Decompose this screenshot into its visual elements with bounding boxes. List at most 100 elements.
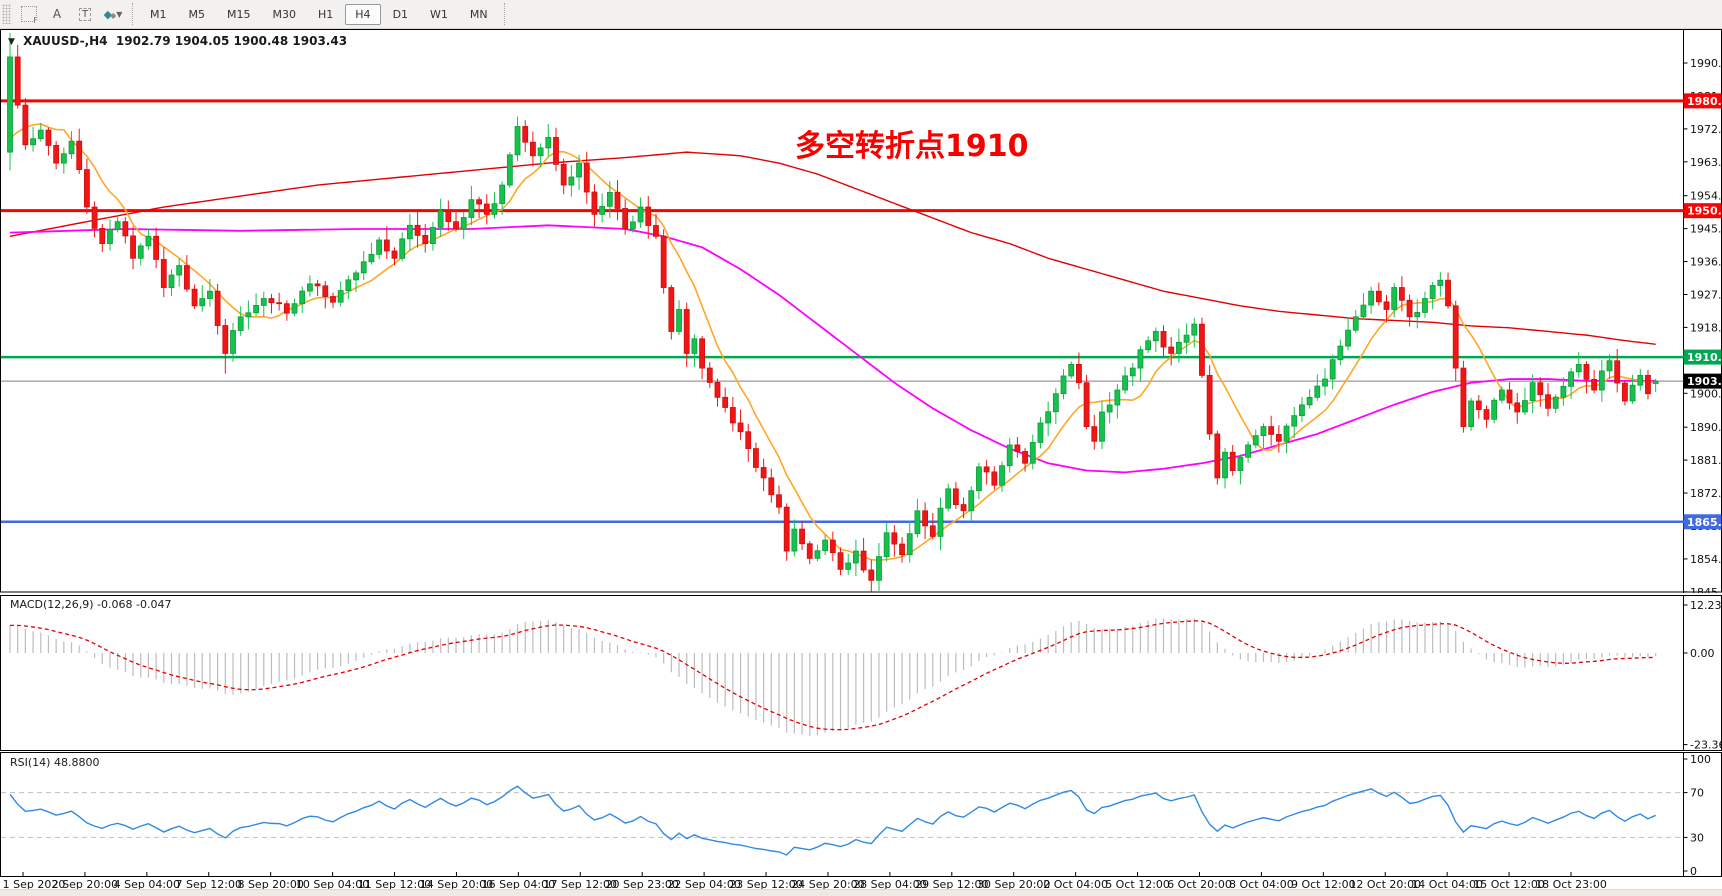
candle [191,288,198,307]
candle [45,129,52,146]
candle [1060,375,1067,395]
candle [376,239,383,255]
svg-text:1900.10: 1900.10 [1690,387,1722,400]
candle [7,56,13,153]
timeframe-button-h1[interactable]: H1 [318,7,334,21]
rsi-label: RSI(14) 48.8800 [10,756,100,769]
toolbar-separator [132,3,134,25]
candle [368,253,375,263]
timeframe-button-d1[interactable]: D1 [392,7,409,21]
candle [1268,426,1275,435]
candle [914,510,921,535]
timeframe-button-m5[interactable]: M5 [188,7,206,21]
candle [1006,444,1013,467]
candle [268,298,275,304]
shapes-icon[interactable]: ◆◆ ▼ [103,7,123,21]
time-tick-label: 9 Oct 12:00 [1290,878,1356,891]
candle [845,562,852,570]
candle [1468,400,1474,428]
candle [737,422,744,433]
toolbar-drag-handle[interactable] [2,4,11,24]
candle [1360,304,1367,318]
macd-pane[interactable]: 12.238 0.00 -23.369 [0,595,1722,751]
candle [345,279,352,291]
candle [430,226,436,245]
candle [337,290,344,303]
candle [1398,287,1405,301]
candle [591,191,598,215]
candle [168,274,175,288]
candle [968,490,975,512]
main-chart-pane[interactable]: 1990.351981.351972.351963.351954.101945.… [0,29,1722,593]
candle [1214,433,1221,479]
time-tick-label: 2 Sep 20:00 [51,878,119,891]
svg-text:1865.00: 1865.00 [1687,516,1722,529]
candle [991,471,998,486]
candle [476,199,482,205]
candle [260,298,267,306]
time-tick-label: 23 Sep 12:00 [729,878,803,891]
candle [1445,279,1451,307]
candle [768,477,775,496]
svg-text:1927.10: 1927.10 [1690,288,1722,301]
candle [1606,360,1613,372]
candle [1514,402,1521,413]
time-axis[interactable]: 1 Sep 2020 2 Sep 20:00 4 Sep 04:00 7 Sep 12… [0,877,1722,892]
candle [545,137,552,149]
candle [637,206,644,223]
timeframe-button-m15[interactable]: M15 [227,7,251,21]
text-label-icon[interactable]: A [52,7,62,21]
candle [1591,379,1598,391]
candle [107,229,113,245]
chevron-down-icon[interactable]: ▼ [8,37,15,47]
candle [199,298,206,307]
candle [1329,359,1336,380]
candle [1229,451,1236,471]
time-tick-label: 6 Oct 20:00 [1167,878,1232,891]
candle [1406,299,1413,318]
timeframe-button-w1[interactable]: W1 [430,7,448,21]
candle [1491,399,1498,420]
candle [1260,426,1267,437]
svg-text:12.238: 12.238 [1690,599,1722,612]
candle [806,543,813,559]
chart-shift-icon[interactable]: F [16,2,42,26]
candle [1183,334,1190,343]
candle [1337,345,1344,361]
text-box-icon[interactable]: T [72,2,98,26]
candle [1552,396,1559,409]
candle [322,285,329,297]
candle [853,550,859,564]
candle [453,221,459,230]
candle [1191,323,1198,336]
candle [276,302,283,305]
ohlc-values: 1902.79 1904.05 1900.48 1903.43 [115,34,348,48]
time-tick-label: 17 Sep 12:00 [543,878,617,891]
rsi-pane[interactable]: 100 70 30 0 [0,752,1722,877]
candle [906,533,913,556]
timeframe-button-mn[interactable]: MN [469,7,488,21]
candle [1545,394,1551,409]
timeframe-button-h4[interactable]: H4 [345,3,381,25]
time-tick-label: 29 Sep 12:00 [915,878,989,891]
candle [1452,305,1459,369]
candle [1199,323,1205,376]
candle [1129,367,1136,377]
chart-annotation-text[interactable]: 多空转折点1910 [795,129,1029,164]
timeframe-button-m30[interactable]: M30 [272,7,297,21]
candle [1029,442,1036,464]
candle [1637,374,1644,386]
timeframe-button-m1[interactable]: M1 [150,7,167,21]
candle [699,338,705,369]
candle [922,510,929,527]
svg-text:0: 0 [1690,865,1697,877]
candle [1614,360,1621,384]
candle [883,532,890,557]
symbol-label: XAUUSD-,H4 [23,34,108,48]
candle [253,305,259,314]
svg-text:1918.10: 1918.10 [1690,321,1722,334]
candle [506,154,513,186]
candle [860,550,867,571]
candle [230,330,236,354]
time-tick-label: 4 Sep 04:00 [113,878,181,891]
